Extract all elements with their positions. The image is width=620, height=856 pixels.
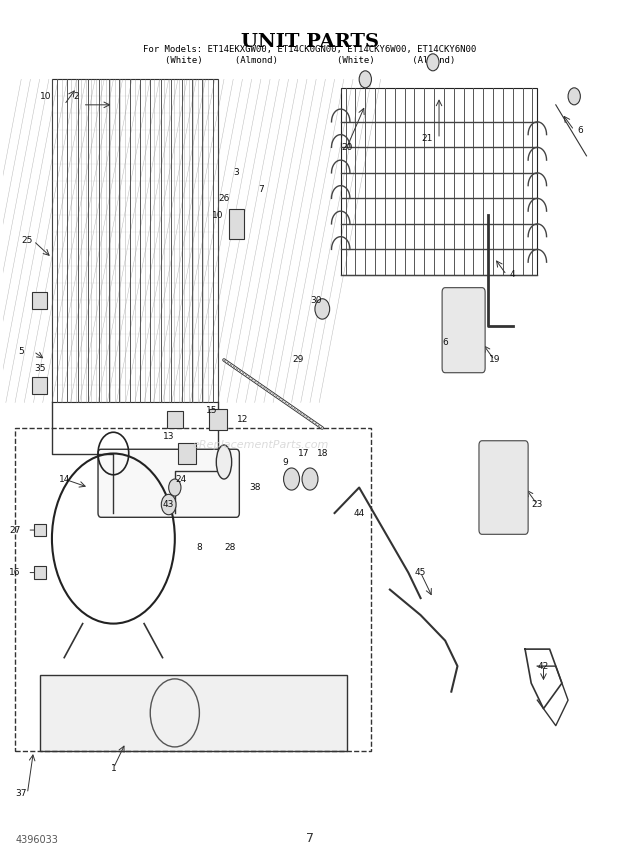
Bar (167, 411, 182, 428)
Text: 28: 28 (224, 543, 236, 551)
Text: 44: 44 (353, 508, 365, 518)
Ellipse shape (216, 445, 232, 479)
Bar (32, 292, 47, 309)
Text: (White)      (Almond)           (White)       (Almond): (White) (Almond) (White) (Almond) (165, 56, 455, 64)
FancyBboxPatch shape (98, 449, 239, 517)
Text: UNIT PARTS: UNIT PARTS (241, 33, 379, 51)
Circle shape (283, 468, 299, 490)
Text: 19: 19 (489, 355, 500, 365)
FancyBboxPatch shape (479, 441, 528, 534)
Text: 23: 23 (532, 500, 543, 509)
Text: 7: 7 (258, 186, 264, 194)
Text: 10: 10 (212, 211, 224, 220)
Text: 5: 5 (19, 347, 24, 356)
Text: 43: 43 (163, 500, 174, 509)
Text: 45: 45 (415, 568, 427, 577)
Text: 18: 18 (317, 449, 328, 458)
Text: 1: 1 (110, 764, 117, 773)
Text: 3: 3 (233, 169, 239, 177)
Bar (52, 80, 218, 402)
Text: 7: 7 (306, 832, 314, 845)
Text: 17: 17 (298, 449, 309, 458)
Text: 12: 12 (237, 415, 248, 424)
Text: 20: 20 (341, 143, 353, 152)
Circle shape (359, 71, 371, 88)
Text: 8: 8 (197, 543, 202, 551)
Text: 14: 14 (58, 474, 70, 484)
Text: 27: 27 (9, 526, 20, 534)
Text: 29: 29 (292, 355, 303, 365)
Text: 4: 4 (510, 270, 516, 279)
FancyBboxPatch shape (442, 288, 485, 372)
Bar (33, 566, 46, 579)
Bar (341, 88, 538, 275)
Bar (178, 443, 197, 464)
Circle shape (169, 479, 181, 496)
Text: 13: 13 (163, 432, 174, 441)
Text: For Models: ET14EKXGW00, ET14CK0GN00, ET14CKY6W00, ET14CKY6N00: For Models: ET14EKXGW00, ET14CK0GN00, ET… (143, 45, 477, 54)
Text: 6: 6 (577, 126, 583, 135)
Circle shape (315, 299, 330, 319)
Bar (229, 209, 244, 239)
Text: 26: 26 (218, 193, 229, 203)
Text: 2: 2 (74, 92, 79, 101)
Circle shape (302, 468, 318, 490)
Bar (33, 524, 46, 537)
Bar (32, 377, 47, 394)
Text: 38: 38 (249, 483, 260, 492)
Text: 30: 30 (311, 296, 322, 305)
Circle shape (568, 88, 580, 104)
Bar (208, 409, 227, 430)
Text: 4396033: 4396033 (15, 835, 58, 845)
Text: 15: 15 (206, 407, 218, 415)
Text: 42: 42 (538, 662, 549, 670)
Text: 16: 16 (9, 568, 21, 577)
Text: 25: 25 (22, 236, 33, 246)
Text: 9: 9 (283, 457, 288, 467)
Text: 24: 24 (175, 474, 187, 484)
Bar (40, 675, 347, 752)
Text: 6: 6 (442, 338, 448, 348)
Text: eReplacementParts.com: eReplacementParts.com (193, 440, 329, 450)
Bar (15, 428, 371, 752)
Circle shape (161, 494, 176, 514)
Text: 21: 21 (421, 134, 432, 143)
Text: 35: 35 (34, 364, 45, 373)
Text: 37: 37 (16, 789, 27, 798)
Text: 10: 10 (40, 92, 51, 101)
Circle shape (427, 54, 439, 71)
